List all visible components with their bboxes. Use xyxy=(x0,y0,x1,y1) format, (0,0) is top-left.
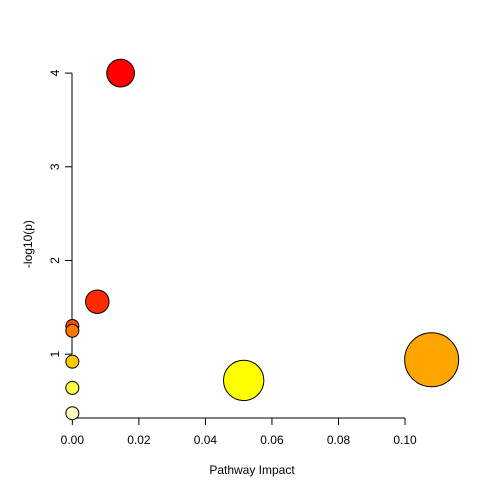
y-axis-title: -log10(p) xyxy=(21,220,35,268)
data-point xyxy=(85,289,110,314)
x-tick-label: 0.10 xyxy=(393,433,417,447)
x-tick-label: 0.02 xyxy=(127,433,151,447)
data-point xyxy=(65,354,80,369)
y-tick-label: 1 xyxy=(48,351,62,358)
data-point xyxy=(223,359,265,402)
x-tick-label: 0.08 xyxy=(327,433,351,447)
y-tick-label: 4 xyxy=(48,69,62,76)
y-axis-ticks: 1 2 3 4 xyxy=(48,69,72,358)
data-points xyxy=(65,58,460,421)
x-tick-label: 0.06 xyxy=(260,433,284,447)
axes: 0.00 0.02 0.04 0.06 0.08 0.10 1 2 3 4 xyxy=(48,69,417,447)
data-point xyxy=(106,58,135,88)
data-point xyxy=(65,323,80,338)
data-point xyxy=(65,380,80,395)
data-point xyxy=(404,332,460,388)
x-tick-label: 0.00 xyxy=(61,433,85,447)
y-tick-label: 2 xyxy=(48,257,62,264)
x-axis-ticks: 0.00 0.02 0.04 0.06 0.08 0.10 xyxy=(61,418,417,447)
y-tick-label: 3 xyxy=(48,163,62,170)
x-tick-label: 0.04 xyxy=(194,433,218,447)
x-axis-title: Pathway Impact xyxy=(209,463,295,477)
data-point xyxy=(65,406,80,421)
